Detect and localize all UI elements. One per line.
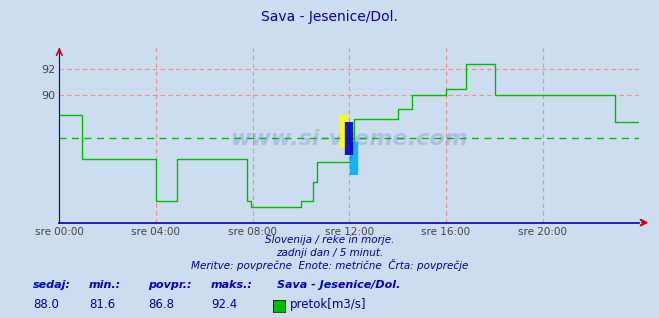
Text: povpr.:: povpr.: xyxy=(148,280,192,290)
Text: 86.8: 86.8 xyxy=(148,299,174,311)
Text: sedaj:: sedaj: xyxy=(33,280,71,290)
Text: 92.4: 92.4 xyxy=(211,299,237,311)
Text: Sava - Jesenice/Dol.: Sava - Jesenice/Dol. xyxy=(261,10,398,24)
Text: 88.0: 88.0 xyxy=(33,299,59,311)
Text: Meritve: povprečne  Enote: metrične  Črta: povprečje: Meritve: povprečne Enote: metrične Črta:… xyxy=(191,259,468,271)
Text: pretok[m3/s]: pretok[m3/s] xyxy=(290,299,366,311)
Text: zadnji dan / 5 minut.: zadnji dan / 5 minut. xyxy=(276,248,383,258)
Text: Sava - Jesenice/Dol.: Sava - Jesenice/Dol. xyxy=(277,280,400,290)
Text: min.:: min.: xyxy=(89,280,121,290)
Text: www.si-vreme.com: www.si-vreme.com xyxy=(231,129,468,149)
Text: Slovenija / reke in morje.: Slovenija / reke in morje. xyxy=(265,235,394,245)
Text: 81.6: 81.6 xyxy=(89,299,115,311)
Text: maks.:: maks.: xyxy=(211,280,253,290)
